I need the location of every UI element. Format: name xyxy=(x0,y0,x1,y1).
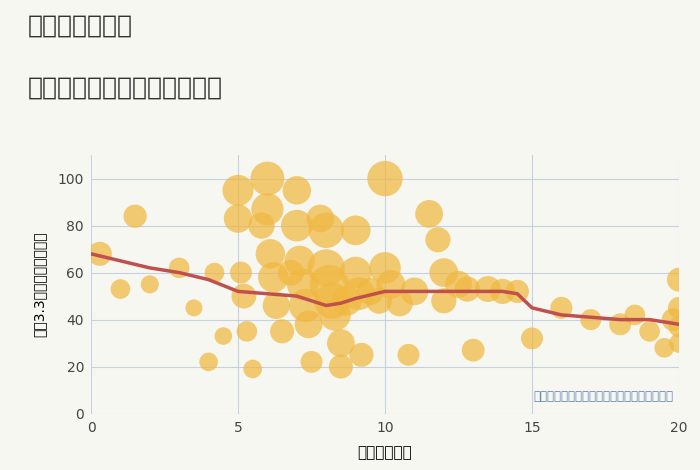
Point xyxy=(144,281,155,288)
Point xyxy=(433,236,444,243)
Point xyxy=(673,276,685,283)
Point xyxy=(276,328,288,335)
Point xyxy=(374,297,385,305)
Point xyxy=(271,302,282,309)
Point xyxy=(303,321,314,328)
Point xyxy=(241,328,253,335)
Point xyxy=(468,346,479,354)
Point xyxy=(306,358,317,366)
Point xyxy=(512,288,523,295)
Point xyxy=(238,292,249,300)
Point xyxy=(438,269,449,276)
Point xyxy=(291,187,302,194)
Point xyxy=(267,274,279,281)
Point xyxy=(286,269,297,276)
Point xyxy=(385,281,396,288)
Point xyxy=(341,297,352,305)
Point xyxy=(256,222,267,229)
Point xyxy=(585,316,596,323)
Point xyxy=(174,264,185,272)
Point xyxy=(321,227,332,234)
Point xyxy=(203,358,214,366)
Point xyxy=(673,323,685,330)
Point xyxy=(438,297,449,305)
Point xyxy=(379,175,391,182)
X-axis label: 駅距離（分）: 駅距離（分） xyxy=(358,446,412,461)
Point xyxy=(353,290,364,298)
Point xyxy=(265,250,276,258)
Point xyxy=(291,222,302,229)
Point xyxy=(115,285,126,293)
Point xyxy=(350,227,361,234)
Point xyxy=(526,335,538,342)
Point xyxy=(668,316,679,323)
Text: 兵庫県飾磨駅の: 兵庫県飾磨駅の xyxy=(28,14,133,38)
Point xyxy=(94,250,106,258)
Y-axis label: 坪（3.3㎡）単価（万円）: 坪（3.3㎡）単価（万円） xyxy=(33,232,47,337)
Point xyxy=(409,288,420,295)
Point xyxy=(188,304,199,312)
Point xyxy=(247,365,258,373)
Point xyxy=(335,363,346,370)
Point xyxy=(294,257,305,265)
Point xyxy=(315,215,326,222)
Point xyxy=(615,321,626,328)
Point xyxy=(365,288,376,295)
Point xyxy=(356,351,367,359)
Point xyxy=(629,311,641,319)
Text: 駅距離別中古マンション価格: 駅距離別中古マンション価格 xyxy=(28,75,223,99)
Point xyxy=(644,328,655,335)
Point xyxy=(379,264,391,272)
Point xyxy=(556,304,567,312)
Point xyxy=(673,304,685,312)
Point xyxy=(394,299,405,307)
Point xyxy=(262,175,273,182)
Point xyxy=(673,339,685,347)
Point xyxy=(482,285,493,293)
Point xyxy=(323,281,335,288)
Point xyxy=(130,212,141,220)
Point xyxy=(350,269,361,276)
Point xyxy=(235,269,246,276)
Point xyxy=(659,344,670,352)
Point xyxy=(335,339,346,347)
Point xyxy=(321,264,332,272)
Point xyxy=(297,281,308,288)
Point xyxy=(300,302,312,309)
Point xyxy=(424,210,435,218)
Point xyxy=(453,281,464,288)
Point xyxy=(232,187,244,194)
Point xyxy=(209,269,220,276)
Point xyxy=(330,311,341,319)
Point xyxy=(326,297,337,305)
Point xyxy=(232,215,244,222)
Point xyxy=(403,351,414,359)
Point xyxy=(218,332,229,340)
Point xyxy=(462,285,473,293)
Point xyxy=(497,288,508,295)
Point xyxy=(262,205,273,213)
Text: 円の大きさは、取引のあった物件面積を示す: 円の大きさは、取引のあった物件面積を示す xyxy=(533,390,673,403)
